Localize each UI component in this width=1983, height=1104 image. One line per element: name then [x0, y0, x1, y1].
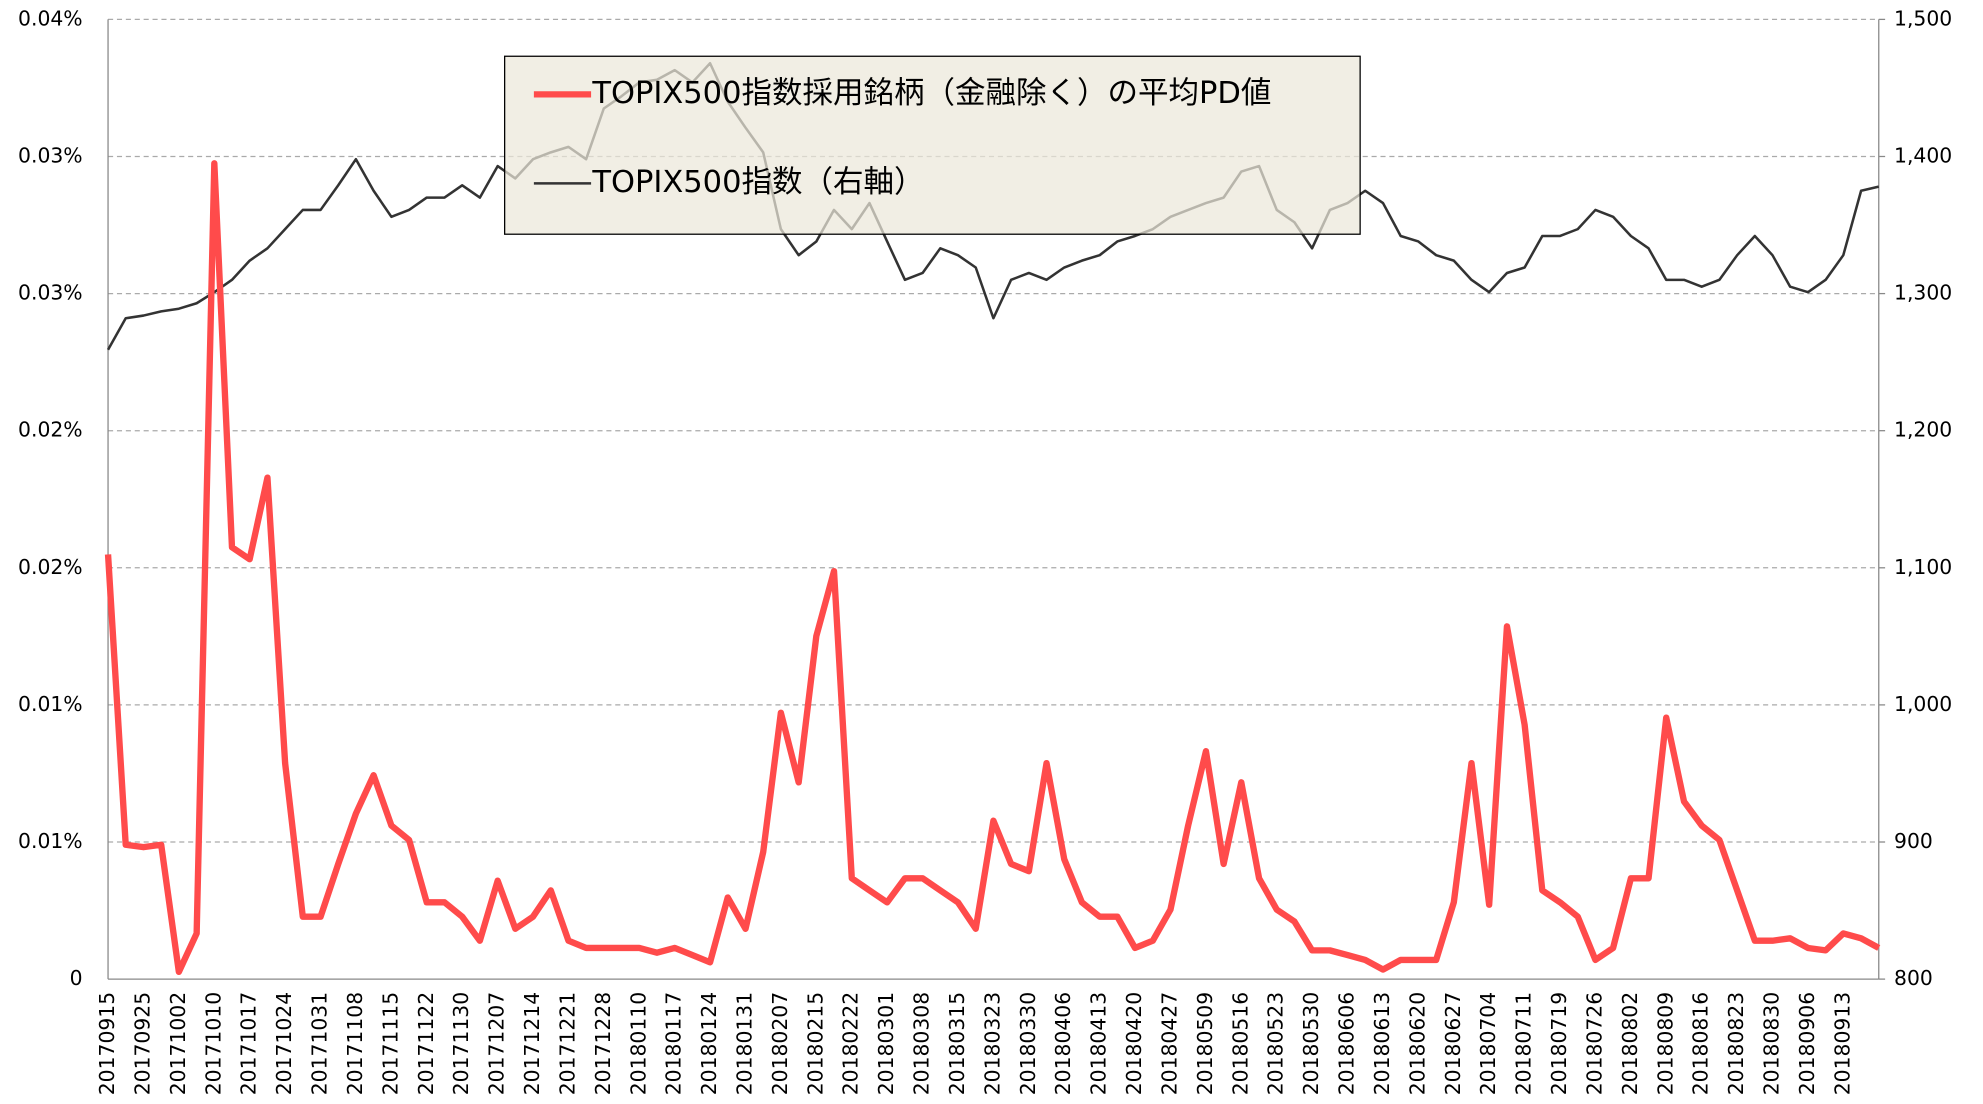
x-tick-label: 20171024 [272, 992, 296, 1095]
x-tick-label: 20180719 [1547, 992, 1571, 1095]
x-tick-label: 20180323 [980, 992, 1004, 1095]
legend-label: TOPIX500指数（右軸） [591, 165, 924, 200]
x-tick-label: 20180530 [1299, 992, 1323, 1095]
x-tick-label: 20171108 [343, 992, 367, 1095]
x-tick-label: 20170915 [95, 992, 119, 1095]
y2-tick-label: 1,300 [1894, 281, 1952, 305]
x-tick-label: 20171221 [555, 992, 579, 1095]
x-tick-label: 20171002 [166, 992, 190, 1095]
y2-tick-label: 800 [1894, 966, 1933, 990]
x-tick-label: 20180830 [1760, 992, 1784, 1095]
x-tick-label: 20180315 [945, 992, 969, 1095]
data-line [106, 61, 1880, 351]
x-tick-label: 20180124 [697, 992, 721, 1095]
x-tick-label: 20180906 [1795, 992, 1819, 1095]
x-tick-label: 20180809 [1653, 992, 1677, 1095]
y-tick-label: 0.02% [18, 418, 83, 442]
x-tick-label: 20180207 [768, 992, 792, 1095]
x-tick-label: 20180131 [733, 992, 757, 1095]
x-tick-label: 20180711 [1512, 992, 1536, 1095]
y2-tick-label: 900 [1894, 829, 1933, 853]
x-tick-label: 20171122 [414, 992, 438, 1095]
y2-tick-label: 1,500 [1894, 6, 1952, 30]
x-tick-label: 20180516 [1228, 992, 1252, 1095]
x-tick-label: 20171214 [520, 992, 544, 1095]
y-tick-label: 0.02% [18, 555, 83, 579]
y2-tick-label: 1,400 [1894, 143, 1952, 167]
y2-tick-label: 1,000 [1894, 692, 1952, 716]
y-tick-label: 0.04% [18, 6, 83, 30]
x-tick-label: 20180802 [1618, 992, 1642, 1095]
x-tick-label: 20171130 [449, 992, 473, 1095]
x-tick-label: 20180523 [1264, 992, 1288, 1095]
x-tick-label: 20180222 [839, 992, 863, 1095]
x-tick-label: 20180913 [1830, 992, 1854, 1095]
x-tick-label: 20180704 [1476, 992, 1500, 1095]
x-tick-label: 20180413 [1087, 992, 1111, 1095]
x-tick-label: 20180823 [1724, 992, 1748, 1095]
x-tick-label: 20180110 [626, 992, 650, 1095]
x-tick-label: 20171228 [591, 992, 615, 1095]
x-tick-label: 20180726 [1582, 992, 1606, 1095]
y2-tick-label: 1,100 [1894, 555, 1952, 579]
data-line [104, 160, 1881, 976]
y-tick-label: 0.03% [18, 281, 83, 305]
y-tick-label: 0.01% [18, 692, 83, 716]
x-tick-label: 20170925 [130, 992, 154, 1095]
x-tick-label: 20180301 [874, 992, 898, 1095]
y-tick-label: 0.01% [18, 829, 83, 853]
x-tick-label: 20180427 [1157, 992, 1181, 1095]
y2-tick-label: 1,200 [1894, 418, 1952, 442]
y-tick-label: 0 [70, 966, 83, 990]
x-tick-label: 20180330 [1016, 992, 1040, 1095]
legend-label: TOPIX500指数採用銘柄（金融除く）の平均PD値 [591, 76, 1271, 111]
x-tick-label: 20180816 [1689, 992, 1713, 1095]
x-tick-label: 20180117 [662, 992, 686, 1095]
x-tick-label: 20171031 [308, 992, 332, 1095]
x-tick-label: 20180509 [1193, 992, 1217, 1095]
x-tick-label: 20171010 [201, 992, 225, 1095]
x-tick-label: 20180420 [1122, 992, 1146, 1095]
x-tick-label: 20180620 [1405, 992, 1429, 1095]
x-tick-label: 20180215 [803, 992, 827, 1095]
x-tick-label: 20180606 [1335, 992, 1359, 1095]
x-tick-label: 20180308 [910, 992, 934, 1095]
x-tick-label: 20180406 [1051, 992, 1075, 1095]
x-tick-label: 20171017 [237, 992, 261, 1095]
x-tick-label: 20180627 [1441, 992, 1465, 1095]
x-tick-label: 20180613 [1370, 992, 1394, 1095]
x-tick-label: 20171207 [485, 992, 509, 1095]
y-tick-label: 0.03% [18, 143, 83, 167]
x-tick-label: 20171115 [378, 992, 402, 1095]
legend-box [504, 55, 1361, 235]
